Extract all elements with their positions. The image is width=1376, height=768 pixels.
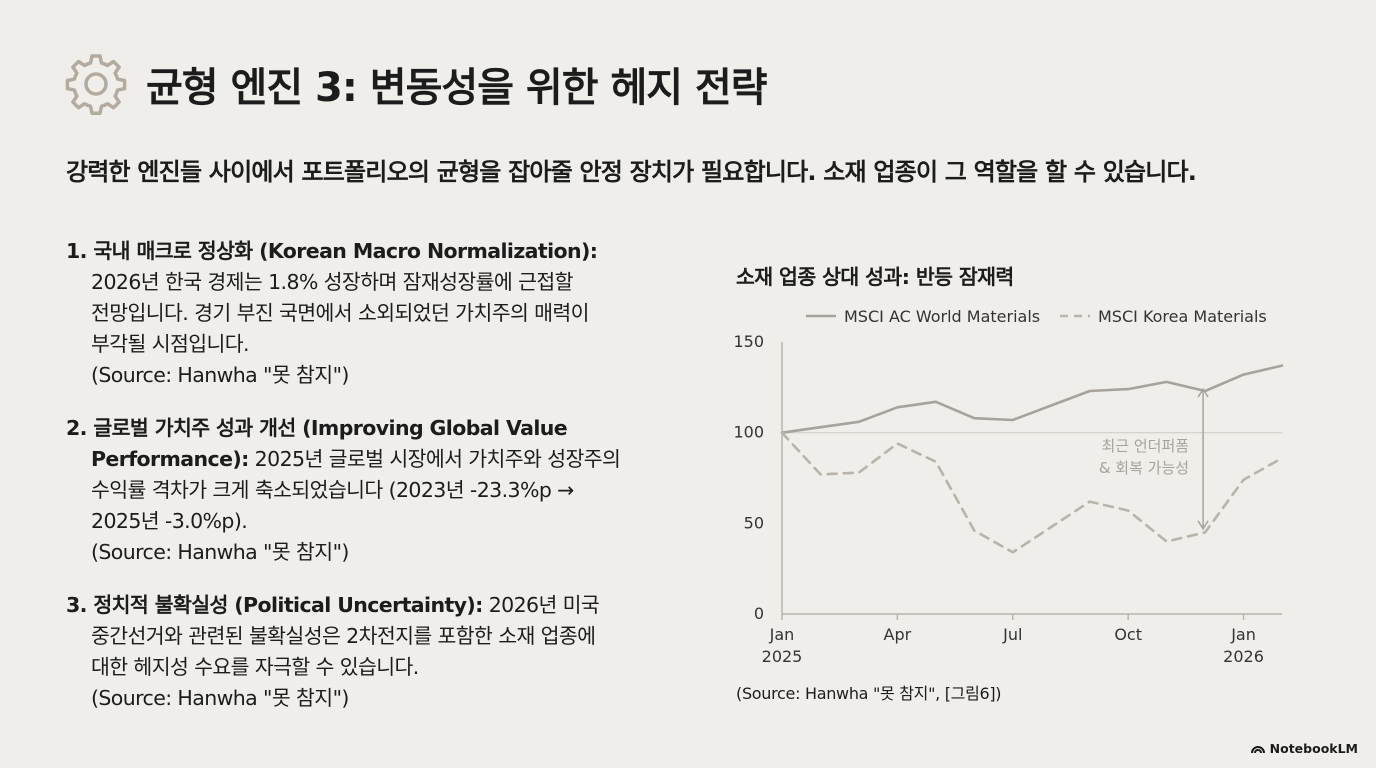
point-heading: 3. 정치적 불확실성 (Political Uncertainty): <box>66 593 483 617</box>
annotation-arrow-head-top <box>1197 387 1209 398</box>
page-title: 균형 엔진 3: 변동성을 위한 헤지 전략 <box>146 65 768 111</box>
series-line-korea <box>780 431 1284 554</box>
key-points-list: 1. 국내 매크로 정상화 (Korean Macro Normalizatio… <box>66 236 666 736</box>
point-line: 부각될 시점입니다. <box>91 332 250 356</box>
point-political: 3. 정치적 불확실성 (Political Uncertainty): 202… <box>66 590 666 714</box>
x-tick-label: Jan <box>1230 625 1256 644</box>
x-tick-label-year: 2026 <box>1223 647 1264 666</box>
x-tick-label: Oct <box>1114 625 1142 644</box>
point-line: 대한 헤지성 수요를 자극할 수 있습니다. <box>91 655 419 679</box>
point-heading: 1. 국내 매크로 정상화 (Korean Macro Normalizatio… <box>66 239 598 263</box>
legend-label: MSCI Korea Materials <box>1098 307 1267 326</box>
point-line: 전망입니다. 경기 부진 국면에서 소외되었던 가치주의 매력이 <box>91 301 590 325</box>
x-tick-label: Apr <box>884 625 912 644</box>
line-chart: 0 50 100 150 Jan 2025 Apr Jul Oct Jan 2026 MSCI AC … <box>733 307 1284 666</box>
x-tick-label: Jul <box>1002 625 1022 644</box>
point-line: 2026년 한국 경제는 1.8% 성장하며 잠재성장률에 근접할 <box>91 270 573 294</box>
y-tick-label: 150 <box>733 332 764 351</box>
gear-icon <box>65 54 127 115</box>
y-tick-label: 0 <box>754 604 764 623</box>
title-row: 균형 엔진 3: 변동성을 위한 헤지 전략 <box>64 52 768 116</box>
series-line-world <box>780 364 1284 434</box>
notebooklm-logo-icon <box>1250 745 1265 753</box>
x-tick-label: Jan <box>769 625 795 644</box>
page-subtitle: 강력한 엔진들 사이에서 포트폴리오의 균형을 잡아줄 안정 장치가 필요합니다… <box>66 158 1197 186</box>
point-global-value: 2. 글로벌 가치주 성과 개선 (Improving Global Value… <box>66 413 666 568</box>
point-line: 2025년 글로벌 시장에서 가치주와 성장주의 <box>248 447 621 471</box>
brand-label: NotebookLM <box>1269 741 1358 756</box>
point-korean-macro: 1. 국내 매크로 정상화 (Korean Macro Normalizatio… <box>66 236 666 391</box>
legend-label: MSCI AC World Materials <box>844 307 1040 326</box>
y-tick-label: 50 <box>744 513 764 532</box>
point-line: 2025년 -3.0%p). <box>91 509 248 533</box>
x-tick-label-year: 2025 <box>762 647 803 666</box>
point-source: (Source: Hanwha "못 참지") <box>91 540 349 564</box>
branding: NotebookLM <box>1250 741 1358 756</box>
chart-panel: 소재 업종 상대 성과: 반등 잠재력 0 50 100 150 Jan 2025 Apr J… <box>724 256 1314 716</box>
annotation-label: 최근 언더퍼폼 <box>1101 437 1189 455</box>
point-heading: 2. 글로벌 가치주 성과 개선 (Improving Global Value <box>66 416 568 440</box>
annotation-label: & 회복 가능성 <box>1099 459 1189 477</box>
chart-source: (Source: Hanwha "못 참지", [그림6]) <box>736 684 1002 703</box>
y-tick-label: 100 <box>733 423 764 442</box>
chart-title: 소재 업종 상대 성과: 반등 잠재력 <box>736 265 1014 289</box>
point-line: 수익률 격차가 크게 축소되었습니다 (2023년 -23.3%p → <box>91 478 574 502</box>
point-source: (Source: Hanwha "못 참지") <box>91 363 349 387</box>
point-line: 2026년 미국 <box>482 593 600 617</box>
point-heading-cont: Performance): <box>91 447 249 471</box>
point-source: (Source: Hanwha "못 참지") <box>91 686 349 710</box>
annotation-arrow-head-bottom <box>1197 520 1209 531</box>
point-line: 중간선거와 관련된 불확실성은 2차전지를 포함한 소재 업종에 <box>91 624 596 648</box>
